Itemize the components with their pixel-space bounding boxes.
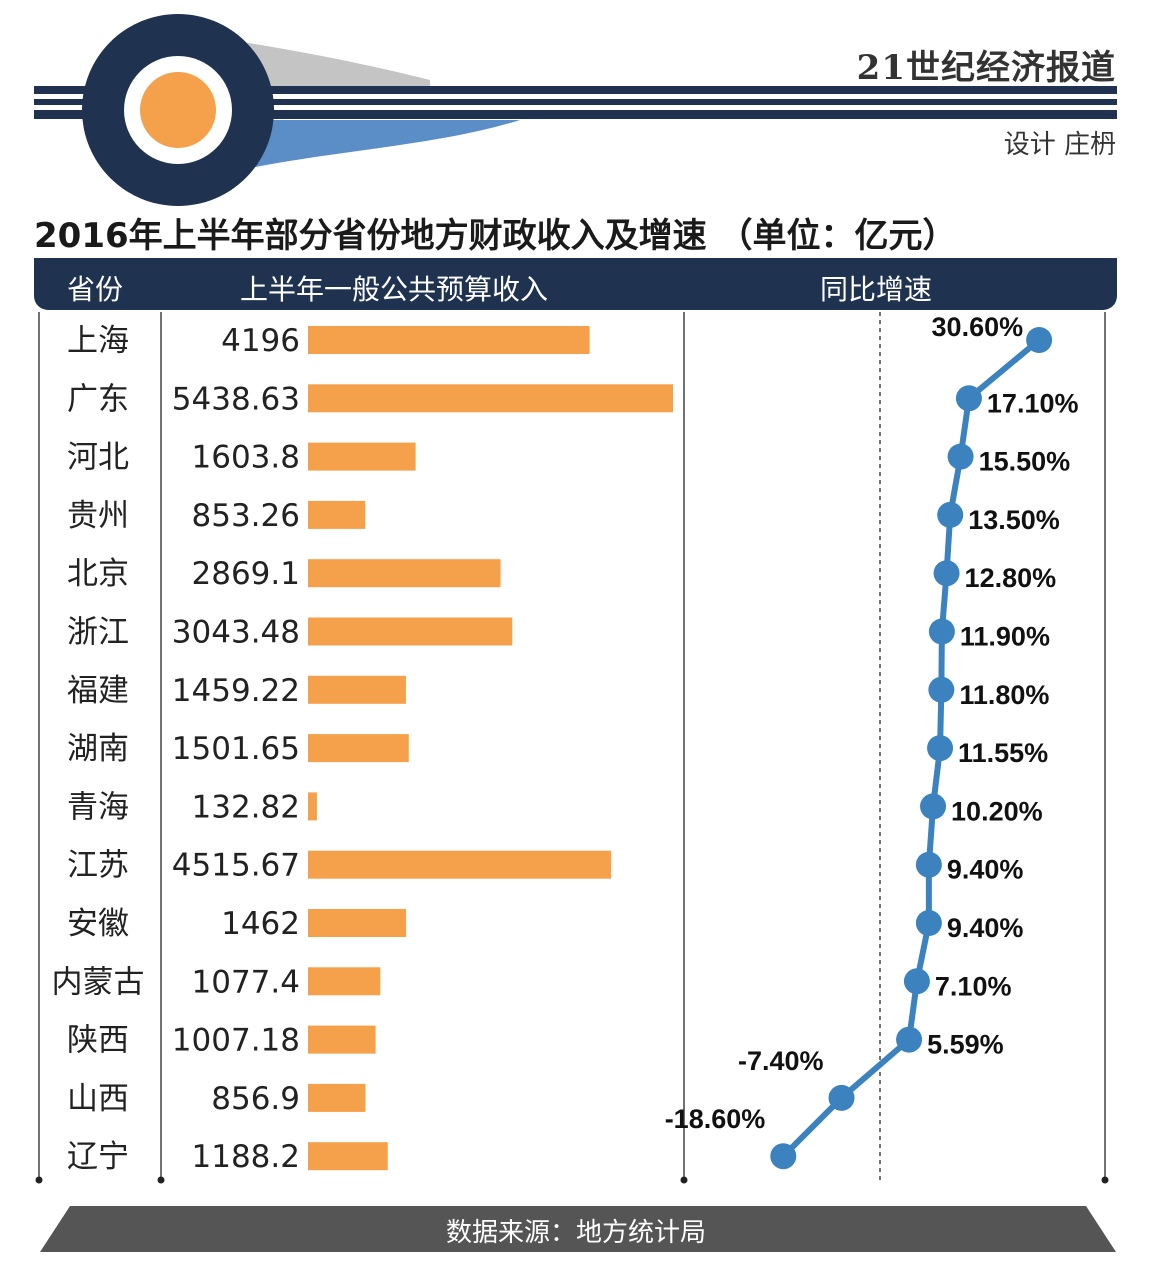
province-label: 上海 bbox=[67, 323, 129, 359]
growth-point bbox=[903, 968, 930, 995]
growth-point bbox=[896, 1026, 923, 1053]
growth-point bbox=[920, 793, 947, 820]
revenue-bar bbox=[308, 442, 416, 471]
revenue-value-label: 853.26 bbox=[192, 498, 300, 534]
province-label: 浙江 bbox=[67, 615, 129, 651]
revenue-value-label: 1459.22 bbox=[172, 673, 300, 709]
revenue-bar bbox=[308, 617, 513, 646]
revenue-bar bbox=[308, 1142, 388, 1171]
growth-line: 30.60% 17.10% 15.50% 13.50% 12.80% 11.90% 11.8… bbox=[665, 312, 1079, 1170]
growth-value-label: 5.59% bbox=[927, 1030, 1004, 1060]
masthead-stripe bbox=[34, 110, 1117, 119]
revenue-bar bbox=[308, 384, 673, 413]
province-label: 湖南 bbox=[67, 731, 129, 767]
revenue-bar bbox=[308, 734, 409, 763]
growth-value-label: 17.10% bbox=[987, 388, 1079, 418]
growth-value-label: 11.80% bbox=[959, 680, 1049, 710]
growth-point bbox=[915, 851, 942, 878]
growth-value-label: 7.10% bbox=[935, 971, 1012, 1001]
revenue-bar bbox=[308, 1083, 366, 1112]
revenue-value-label: 1462 bbox=[221, 906, 300, 942]
footer-band-shape bbox=[40, 1206, 1116, 1252]
revenue-bars: 上海 4196 广东 5438.63 河北 1603.8 贵州 853.26 北京 2869.1 浙… bbox=[52, 323, 673, 1175]
growth-point bbox=[927, 735, 954, 762]
header-revenue: 上半年一般公共预算收入 bbox=[240, 273, 549, 306]
growth-value-label: 30.60% bbox=[932, 312, 1024, 342]
province-label: 陕西 bbox=[67, 1023, 129, 1059]
chart-title: 2016年上半年部分省份地方财政收入及增速 （单位：亿元） bbox=[34, 216, 957, 256]
growth-value-label: 11.90% bbox=[960, 622, 1050, 652]
province-label: 福建 bbox=[67, 673, 129, 709]
growth-point bbox=[933, 560, 960, 587]
column-dividers bbox=[35, 312, 1109, 1184]
revenue-value-label: 2869.1 bbox=[192, 556, 300, 592]
revenue-value-label: 1603.8 bbox=[192, 440, 300, 476]
data-source: 数据来源：地方统计局 bbox=[445, 1218, 706, 1248]
growth-value-label: 9.40% bbox=[947, 855, 1024, 885]
revenue-bar bbox=[308, 909, 407, 937]
growth-value-label: 11.55% bbox=[958, 738, 1048, 768]
revenue-value-label: 1501.65 bbox=[172, 731, 300, 767]
province-label: 江苏 bbox=[67, 848, 129, 884]
province-label: 贵州 bbox=[67, 498, 129, 534]
masthead-blue-swoosh bbox=[230, 120, 520, 168]
revenue-bar bbox=[308, 1025, 376, 1054]
table-header-bar: 省份 上半年一般公共预算收入 同比增速 bbox=[34, 258, 1117, 310]
revenue-value-label: 1188.2 bbox=[192, 1139, 300, 1175]
growth-value-label: 12.80% bbox=[965, 563, 1057, 593]
province-label: 安徽 bbox=[67, 906, 129, 942]
revenue-bar bbox=[308, 559, 501, 588]
revenue-value-label: 5438.63 bbox=[172, 381, 300, 417]
revenue-value-label: 4196 bbox=[221, 323, 300, 359]
growth-value-label: 9.40% bbox=[947, 913, 1024, 943]
revenue-value-label: 3043.48 bbox=[172, 615, 300, 651]
divider-end-dot bbox=[680, 1176, 688, 1184]
revenue-bar bbox=[308, 792, 317, 821]
revenue-value-label: 4515.67 bbox=[172, 848, 300, 884]
designer-credit: 设计 庄枬 bbox=[1003, 130, 1116, 160]
growth-point bbox=[915, 910, 942, 936]
divider-end-dot bbox=[157, 1176, 165, 1184]
masthead-stripe bbox=[34, 99, 1117, 105]
growth-point bbox=[828, 1084, 855, 1111]
growth-point bbox=[947, 443, 974, 470]
growth-point bbox=[937, 501, 964, 528]
growth-value-label: 13.50% bbox=[968, 505, 1060, 535]
header-growth: 同比增速 bbox=[820, 273, 933, 306]
province-label: 广东 bbox=[67, 381, 129, 417]
footer-band bbox=[40, 1206, 1116, 1252]
growth-point bbox=[928, 676, 955, 703]
revenue-bar bbox=[308, 326, 590, 354]
growth-value-label: -18.60% bbox=[665, 1104, 766, 1134]
province-label: 北京 bbox=[67, 556, 129, 592]
masthead-stripe bbox=[34, 86, 1117, 94]
growth-point bbox=[1026, 327, 1053, 353]
province-label: 山西 bbox=[67, 1081, 129, 1117]
revenue-bar bbox=[308, 850, 612, 879]
masthead-logo-sun bbox=[140, 72, 216, 148]
province-label: 内蒙古 bbox=[52, 964, 145, 1000]
header-province: 省份 bbox=[67, 273, 124, 306]
growth-point bbox=[955, 385, 982, 412]
growth-point bbox=[770, 1143, 797, 1170]
revenue-bar bbox=[308, 967, 381, 996]
revenue-value-label: 1077.4 bbox=[192, 964, 300, 1000]
growth-value-label: 15.50% bbox=[979, 447, 1071, 477]
growth-value-label: -7.40% bbox=[738, 1046, 824, 1076]
province-label: 辽宁 bbox=[67, 1139, 129, 1175]
revenue-bar bbox=[308, 500, 366, 529]
province-label: 河北 bbox=[67, 440, 129, 476]
divider-end-dot bbox=[1101, 1176, 1109, 1184]
province-label: 青海 bbox=[67, 789, 129, 825]
growth-value-label: 10.20% bbox=[951, 796, 1043, 826]
revenue-value-label: 132.82 bbox=[192, 789, 300, 825]
publisher-name: 21世纪经济报道 bbox=[856, 48, 1116, 88]
revenue-value-label: 856.9 bbox=[211, 1081, 300, 1117]
masthead-graphic bbox=[34, 14, 1117, 206]
revenue-bar bbox=[308, 675, 406, 704]
divider-end-dot bbox=[35, 1176, 43, 1184]
revenue-value-label: 1007.18 bbox=[172, 1023, 300, 1059]
growth-point bbox=[928, 618, 955, 645]
